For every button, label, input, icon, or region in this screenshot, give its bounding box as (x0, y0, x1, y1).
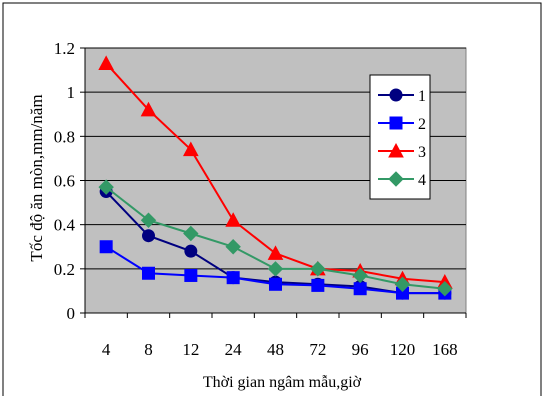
data-point (269, 277, 282, 291)
data-point (310, 261, 326, 277)
x-tick-label: 4 (102, 340, 111, 359)
data-point (142, 229, 155, 243)
x-tick-label: 12 (182, 340, 199, 359)
x-tick-label: 120 (390, 340, 416, 359)
data-point (352, 267, 368, 284)
legend-label: 1 (418, 88, 426, 105)
y-axis-title: Tốc độ ăn mòn,mm/năm (27, 94, 46, 261)
data-point (98, 55, 115, 70)
legend-marker (389, 88, 403, 102)
data-point (311, 278, 325, 292)
legend-marker (388, 171, 404, 187)
y-tick-label: 0.8 (54, 127, 75, 146)
data-point (98, 179, 114, 195)
data-point (142, 266, 155, 280)
data-point (437, 281, 453, 297)
data-point (182, 141, 199, 157)
data-point (394, 276, 411, 292)
data-point (99, 240, 113, 254)
series-layer (98, 55, 453, 300)
data-point (184, 268, 198, 282)
y-tick-label: 0.4 (54, 216, 76, 235)
legend-item: 3 (378, 142, 426, 161)
legend-item: 1 (378, 88, 426, 105)
legend-marker (389, 116, 403, 130)
data-point (140, 212, 157, 228)
legend-item: 4 (378, 171, 426, 189)
y-tick-label: 0 (67, 304, 76, 323)
y-tick-label: 1 (67, 83, 76, 102)
legend-label: 3 (418, 144, 426, 161)
data-point (225, 239, 241, 255)
x-tick-label: 48 (267, 340, 284, 359)
data-point (225, 212, 242, 227)
axes: 00.20.40.60.811.24 8 12 24 48 72 96 120 168 (54, 39, 467, 359)
x-tick-label: 72 (309, 340, 326, 359)
series-2 (99, 240, 452, 300)
legend-label: 4 (418, 172, 426, 189)
series-4 (98, 179, 453, 297)
y-tick-label: 1.2 (54, 39, 75, 58)
y-tick-label: 0.6 (54, 172, 75, 191)
x-tick-label: 24 (225, 340, 243, 359)
legend-item: 2 (378, 116, 426, 133)
data-point (184, 244, 198, 258)
x-tick-label: 8 (144, 340, 153, 359)
x-tick-label: 168 (432, 340, 458, 359)
x-axis-title: Thời gian ngâm mẫu,giờ (203, 374, 362, 391)
legend-label: 2 (418, 116, 426, 133)
legend-marker (388, 142, 404, 158)
data-point (267, 261, 284, 277)
y-tick-label: 0.2 (54, 260, 75, 279)
legend: 1 2 3 4 (369, 74, 431, 200)
data-point (267, 245, 284, 260)
data-point (353, 282, 367, 296)
x-tick-label: 96 (352, 340, 369, 359)
data-point (140, 101, 157, 117)
data-point (226, 271, 240, 285)
data-point (183, 225, 199, 242)
